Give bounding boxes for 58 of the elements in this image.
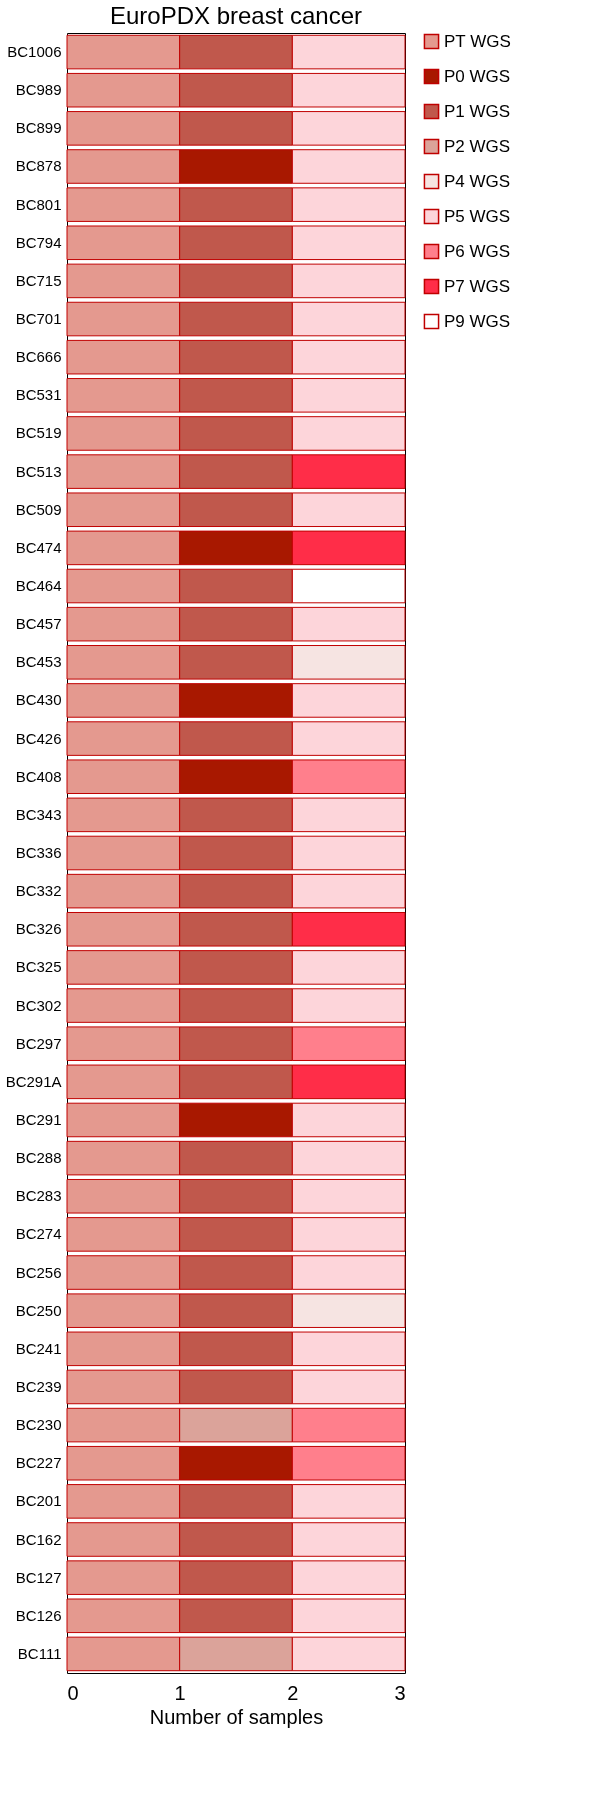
- y-tick-label: BC430: [15, 691, 62, 709]
- legend-label: P2 WGS: [444, 136, 511, 156]
- y-tick-label: BC291A: [5, 1072, 62, 1090]
- y-tick-label: BC283: [15, 1187, 62, 1205]
- y-tick-label: BC256: [15, 1263, 62, 1281]
- x-tick-label: 1: [174, 1681, 186, 1704]
- y-tick-label: BC457: [15, 615, 62, 633]
- y-tick-label: BC715: [15, 271, 62, 289]
- y-tick-label: BC326: [15, 920, 62, 938]
- y-tick-label: BC531: [15, 386, 62, 404]
- legend-label: P9 WGS: [444, 311, 511, 331]
- y-tick-label: BC666: [15, 348, 62, 366]
- y-tick-label: BC325: [15, 958, 62, 976]
- legend-label: P5 WGS: [444, 206, 511, 226]
- y-tick-label: BC519: [15, 424, 62, 442]
- y-tick-label: BC250: [15, 1301, 62, 1319]
- y-tick-label: BC426: [15, 729, 62, 747]
- y-tick-label: BC302: [15, 996, 62, 1014]
- y-tick-label: BC989: [15, 81, 62, 99]
- legend-label: P7 WGS: [444, 276, 511, 296]
- x-tick-label: 2: [287, 1681, 299, 1704]
- y-tick-label: BC111: [17, 1644, 62, 1662]
- y-tick-label: BC274: [15, 1225, 62, 1243]
- chart-title: EuroPDX breast cancer: [109, 2, 363, 29]
- y-tick-label: BC241: [15, 1339, 62, 1357]
- legend-label: P1 WGS: [444, 101, 511, 121]
- y-tick-label: BC239: [15, 1377, 62, 1395]
- y-tick-label: BC899: [15, 119, 62, 137]
- y-tick-label: BC464: [15, 577, 62, 595]
- y-tick-label: BC513: [15, 462, 62, 480]
- y-tick-label: BC227: [15, 1454, 62, 1472]
- y-tick-label: BC453: [15, 653, 62, 671]
- y-tick-label: BC162: [15, 1530, 62, 1548]
- y-tick-label: BC408: [15, 767, 62, 785]
- y-tick-label: BC509: [15, 500, 62, 518]
- y-tick-label: BC878: [15, 157, 62, 175]
- y-tick-label: BC297: [15, 1034, 62, 1052]
- y-tick-label: BC230: [15, 1416, 62, 1434]
- y-tick-label: BC332: [15, 882, 62, 900]
- y-tick-label: BC701: [15, 310, 62, 328]
- y-tick-label: BC343: [15, 805, 62, 823]
- y-tick-label: BC291: [15, 1110, 62, 1128]
- legend-label: P6 WGS: [444, 241, 511, 261]
- y-tick-label: BC1006: [7, 43, 62, 61]
- y-tick-label: BC801: [15, 195, 62, 213]
- y-tick-label: BC794: [15, 233, 62, 251]
- x-tick-label: 3: [394, 1681, 406, 1704]
- legend-label: P0 WGS: [444, 66, 511, 86]
- y-tick-label: BC288: [15, 1149, 62, 1167]
- y-tick-label: BC126: [15, 1606, 62, 1624]
- y-tick-label: BC336: [15, 844, 62, 861]
- x-axis-title: Number of samples: [149, 1705, 324, 1728]
- legend-label: PT WGS: [444, 31, 511, 51]
- x-tick-label: 0: [67, 1681, 79, 1704]
- legend-label: P4 WGS: [444, 171, 511, 191]
- y-tick-label: BC127: [15, 1568, 62, 1586]
- y-tick-label: BC201: [15, 1492, 62, 1510]
- y-tick-label: BC474: [15, 538, 62, 556]
